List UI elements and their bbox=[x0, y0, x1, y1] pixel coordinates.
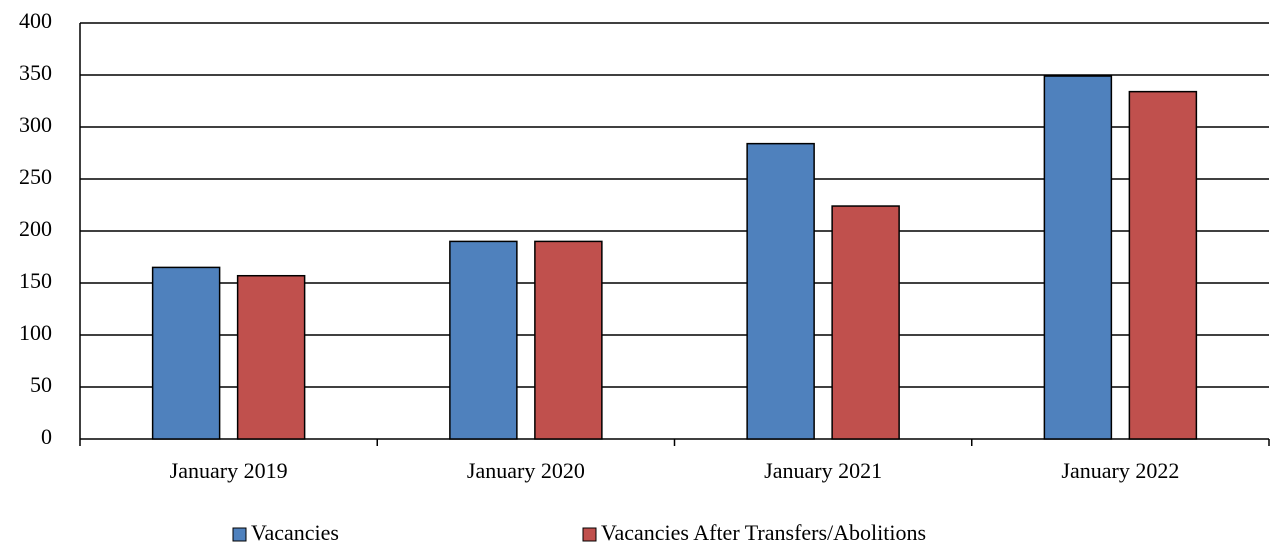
x-tick-label: January 2022 bbox=[1061, 458, 1179, 483]
legend-swatch bbox=[582, 527, 597, 542]
legend-label: Vacancies bbox=[251, 520, 339, 545]
y-tick-label: 50 bbox=[30, 372, 52, 397]
bar bbox=[236, 274, 306, 440]
y-tick-label: 0 bbox=[41, 424, 52, 449]
y-tick-label: 250 bbox=[19, 164, 52, 189]
y-tick-label: 150 bbox=[19, 268, 52, 293]
legend-label: Vacancies After Transfers/Abolitions bbox=[601, 520, 926, 545]
bar bbox=[151, 266, 221, 440]
y-tick-label: 300 bbox=[19, 112, 52, 137]
y-tick-label: 400 bbox=[19, 8, 52, 33]
y-tick-label: 200 bbox=[19, 216, 52, 241]
bar bbox=[746, 142, 815, 440]
bar bbox=[449, 240, 518, 440]
bar bbox=[831, 205, 900, 440]
x-tick-label: January 2019 bbox=[170, 458, 288, 483]
y-tick-label: 100 bbox=[19, 320, 52, 345]
bar bbox=[534, 240, 603, 440]
bar bbox=[1128, 90, 1198, 440]
bar bbox=[1043, 75, 1113, 440]
y-tick-label: 350 bbox=[19, 60, 52, 85]
legend-swatch bbox=[232, 527, 247, 542]
x-tick-label: January 2020 bbox=[467, 458, 585, 483]
x-tick-label: January 2021 bbox=[764, 458, 882, 483]
